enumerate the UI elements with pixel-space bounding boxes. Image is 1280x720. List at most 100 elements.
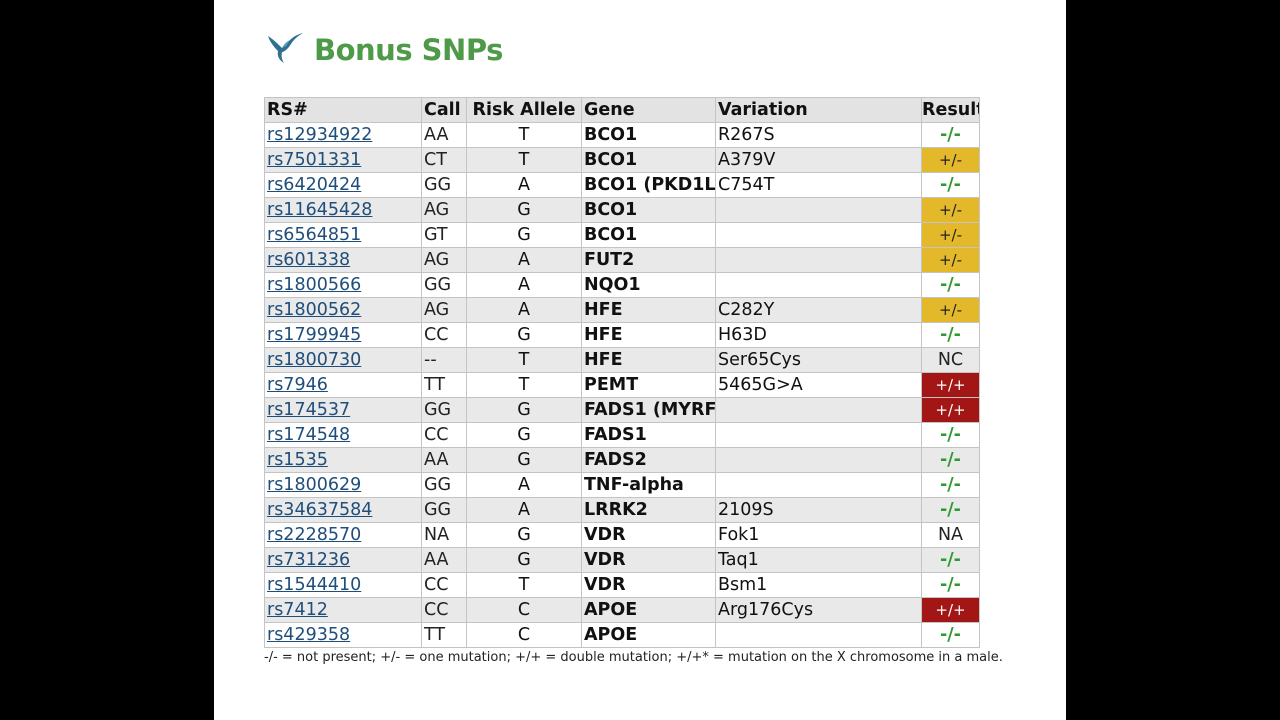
gene-cell: BCO1 (PKD1L2) — [581, 172, 716, 198]
rs-link[interactable]: rs1544410 — [267, 575, 362, 595]
result-cell: NC — [921, 347, 980, 373]
call-cell: NA — [421, 522, 467, 548]
result-cell: -/- — [921, 547, 980, 573]
rs-link[interactable]: rs601338 — [267, 250, 351, 270]
variation-cell: 5465G>A — [715, 372, 922, 398]
rs-cell: rs2228570 — [264, 522, 422, 548]
risk-allele-cell: A — [466, 172, 582, 198]
result-cell: +/- — [921, 247, 980, 273]
rs-cell: rs11645428 — [264, 197, 422, 223]
risk-allele-cell: G — [466, 222, 582, 248]
rs-link[interactable]: rs12934922 — [267, 125, 373, 145]
rs-link[interactable]: rs174537 — [267, 400, 351, 420]
call-cell: GG — [421, 272, 467, 298]
result-cell: -/- — [921, 472, 980, 498]
rs-link[interactable]: rs7946 — [267, 375, 328, 395]
variation-cell: H63D — [715, 322, 922, 348]
header-rs: RS# — [264, 97, 422, 123]
gene-cell: BCO1 — [581, 222, 716, 248]
gene-cell: FUT2 — [581, 247, 716, 273]
table-row: rs2228570 NA G VDR Fok1 NA — [264, 522, 980, 548]
gene-cell: TNF-alpha — [581, 472, 716, 498]
risk-allele-cell: C — [466, 597, 582, 623]
table-row: rs12934922 AA T BCO1 R267S -/- — [264, 122, 980, 148]
header-call: Call — [421, 97, 467, 123]
table-row: rs7501331 CT T BCO1 A379V +/- — [264, 147, 980, 173]
variation-cell: Arg176Cys — [715, 597, 922, 623]
rs-link[interactable]: rs1800566 — [267, 275, 362, 295]
risk-allele-cell: G — [466, 522, 582, 548]
result-cell: +/- — [921, 297, 980, 323]
table-row: rs6564851 GT G BCO1 +/- — [264, 222, 980, 248]
rs-link[interactable]: rs731236 — [267, 550, 351, 570]
rs-link[interactable]: rs429358 — [267, 625, 351, 645]
rs-cell: rs429358 — [264, 622, 422, 648]
variation-cell — [715, 247, 922, 273]
rs-link[interactable]: rs1800730 — [267, 350, 362, 370]
result-cell: -/- — [921, 122, 980, 148]
rs-link[interactable]: rs1800629 — [267, 475, 362, 495]
rs-cell: rs731236 — [264, 547, 422, 573]
page-title: Bonus SNPs — [314, 33, 503, 67]
result-cell: -/- — [921, 497, 980, 523]
call-cell: AG — [421, 197, 467, 223]
snp-table: RS# Call Risk Allele Gene Variation Resu… — [264, 97, 980, 648]
table-row: rs1544410 CC T VDR Bsm1 -/- — [264, 572, 980, 598]
rs-link[interactable]: rs174548 — [267, 425, 351, 445]
variation-cell: Bsm1 — [715, 572, 922, 598]
gene-cell: VDR — [581, 547, 716, 573]
table-row: rs1800629 GG A TNF-alpha -/- — [264, 472, 980, 498]
rs-cell: rs6420424 — [264, 172, 422, 198]
risk-allele-cell: G — [466, 422, 582, 448]
result-cell: +/- — [921, 197, 980, 223]
rs-link[interactable]: rs6564851 — [267, 225, 362, 245]
call-cell: AA — [421, 447, 467, 473]
result-cell: -/- — [921, 172, 980, 198]
rs-link[interactable]: rs1535 — [267, 450, 328, 470]
gene-cell: BCO1 — [581, 122, 716, 148]
variation-cell — [715, 622, 922, 648]
risk-allele-cell: T — [466, 147, 582, 173]
risk-allele-cell: A — [466, 272, 582, 298]
rs-cell: rs6564851 — [264, 222, 422, 248]
rs-cell: rs1799945 — [264, 322, 422, 348]
variation-cell — [715, 197, 922, 223]
variation-cell: C282Y — [715, 297, 922, 323]
gene-cell: HFE — [581, 297, 716, 323]
rs-cell: rs1800562 — [264, 297, 422, 323]
risk-allele-cell: T — [466, 572, 582, 598]
rs-link[interactable]: rs7501331 — [267, 150, 362, 170]
gene-cell: NQO1 — [581, 272, 716, 298]
result-cell: +/- — [921, 222, 980, 248]
call-cell: TT — [421, 372, 467, 398]
rs-cell: rs1535 — [264, 447, 422, 473]
gene-cell: HFE — [581, 347, 716, 373]
variation-cell — [715, 222, 922, 248]
result-cell: -/- — [921, 322, 980, 348]
rs-link[interactable]: rs34637584 — [267, 500, 373, 520]
call-cell: CC — [421, 322, 467, 348]
risk-allele-cell: T — [466, 122, 582, 148]
risk-allele-cell: A — [466, 297, 582, 323]
gene-cell: HFE — [581, 322, 716, 348]
rs-link[interactable]: rs1799945 — [267, 325, 362, 345]
call-cell: CC — [421, 572, 467, 598]
call-cell: GG — [421, 497, 467, 523]
call-cell: TT — [421, 622, 467, 648]
variation-cell: Ser65Cys — [715, 347, 922, 373]
rs-link[interactable]: rs11645428 — [267, 200, 373, 220]
call-cell: AG — [421, 297, 467, 323]
variation-cell: C754T — [715, 172, 922, 198]
rs-link[interactable]: rs1800562 — [267, 300, 362, 320]
rs-link[interactable]: rs2228570 — [267, 525, 362, 545]
rs-link[interactable]: rs6420424 — [267, 175, 362, 195]
variation-cell — [715, 272, 922, 298]
rs-link[interactable]: rs7412 — [267, 600, 328, 620]
risk-allele-cell: G — [466, 447, 582, 473]
risk-allele-cell: C — [466, 622, 582, 648]
table-row: rs1799945 CC G HFE H63D -/- — [264, 322, 980, 348]
result-cell: -/- — [921, 272, 980, 298]
variation-cell: Taq1 — [715, 547, 922, 573]
variation-cell: R267S — [715, 122, 922, 148]
